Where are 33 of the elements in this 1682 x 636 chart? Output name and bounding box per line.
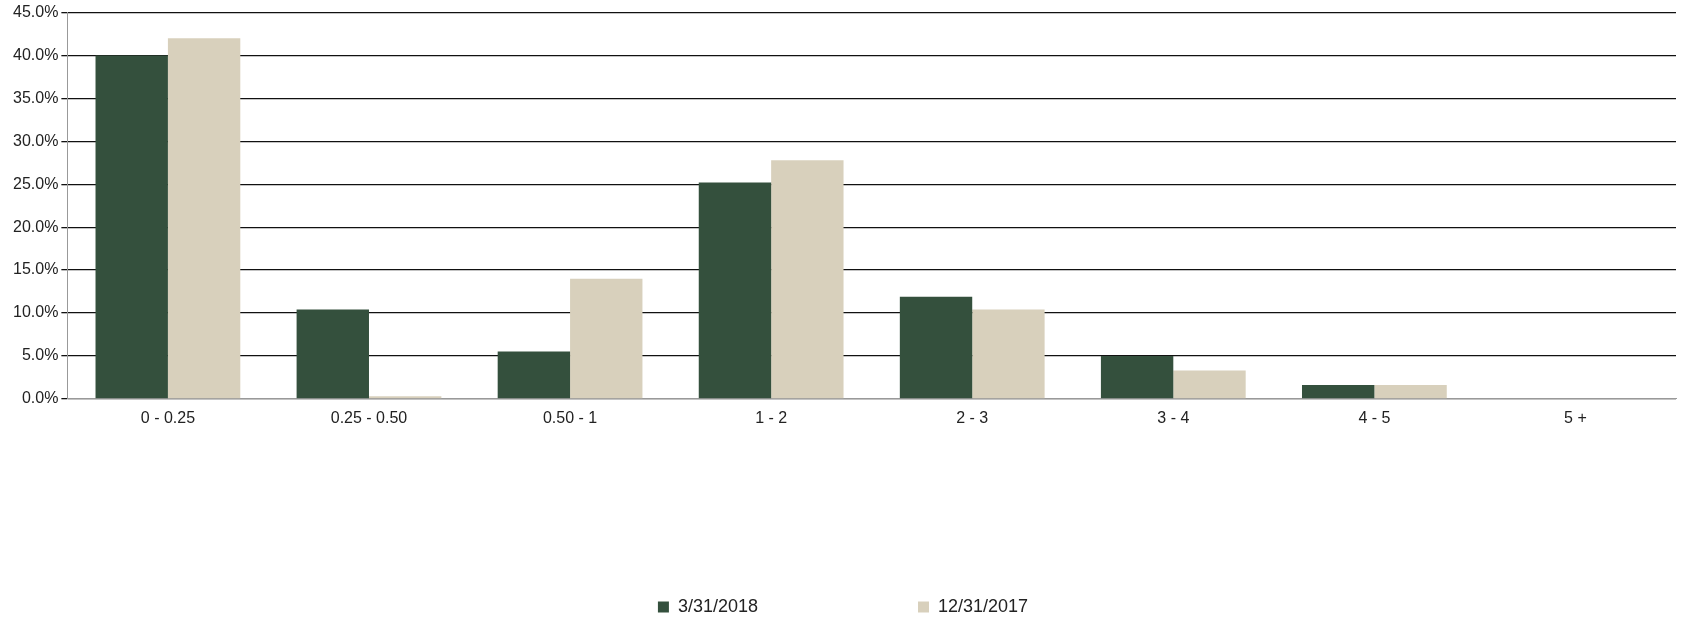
bar bbox=[899, 296, 973, 399]
bar bbox=[1100, 355, 1174, 399]
bar bbox=[570, 278, 643, 399]
x-tick-label: 0 - 0.25 bbox=[140, 408, 196, 426]
x-tick-label: 5 + bbox=[1564, 408, 1587, 426]
bar bbox=[95, 55, 168, 399]
bar bbox=[1301, 385, 1375, 399]
y-tick-label: 0.0% bbox=[21, 389, 59, 407]
legend-label: 12/31/2017 bbox=[937, 595, 1029, 616]
y-tick-label: 5.0% bbox=[21, 346, 59, 364]
y-tick-label: 45.0% bbox=[12, 3, 59, 21]
y-tick-label: 35.0% bbox=[12, 88, 59, 106]
bar bbox=[1173, 370, 1246, 399]
bar bbox=[698, 182, 772, 399]
bar bbox=[167, 38, 241, 399]
x-tick-label: 2 - 3 bbox=[956, 408, 989, 426]
legend-label: 3/31/2018 bbox=[677, 595, 758, 616]
y-tick-label: 40.0% bbox=[12, 45, 59, 63]
bar bbox=[1374, 385, 1447, 399]
x-tick-label: 0.25 - 0.50 bbox=[330, 408, 408, 426]
x-tick-label: 4 - 5 bbox=[1358, 408, 1391, 426]
x-tick-label: 3 - 4 bbox=[1157, 408, 1190, 426]
y-tick-label: 30.0% bbox=[12, 131, 59, 149]
x-tick-label: 0.50 - 1 bbox=[542, 408, 598, 426]
bar bbox=[296, 309, 369, 399]
x-tick-label: 1 - 2 bbox=[755, 408, 788, 426]
y-tick-label: 25.0% bbox=[12, 174, 59, 192]
y-tick-label: 15.0% bbox=[12, 260, 59, 278]
bar bbox=[497, 351, 571, 399]
y-tick-label: 20.0% bbox=[12, 217, 59, 235]
bar bbox=[771, 160, 844, 399]
y-tick-label: 10.0% bbox=[12, 303, 59, 321]
bar bbox=[972, 309, 1045, 399]
